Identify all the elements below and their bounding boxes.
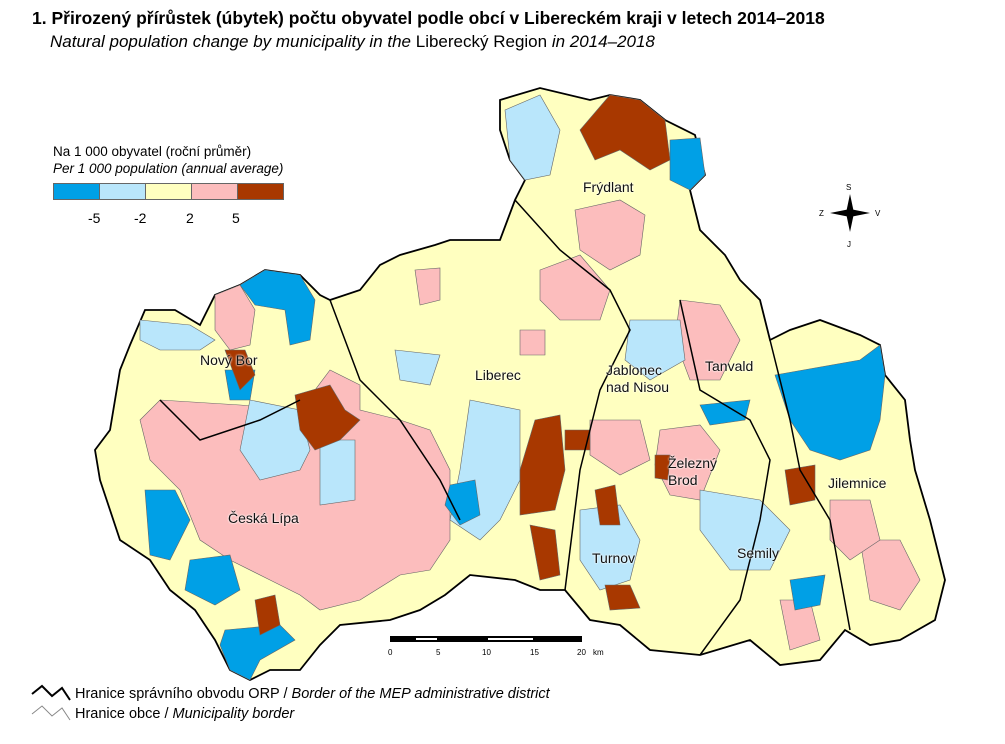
municipality-pink [519,329,546,356]
municipality-blue [219,624,296,681]
legend-municipality-border: Hranice obce / Municipality border [75,706,294,722]
municipality-pink [139,369,451,611]
scale-unit: km [593,648,604,657]
orp-borders [159,199,851,656]
legend-class-3 [146,184,192,199]
legend-class-5 [238,184,283,199]
compass-south: J [847,240,851,249]
town-label: Turnov [592,550,636,566]
compass-icon [830,194,870,232]
town-label: Frýdlant [583,179,634,195]
compass-west: Z [819,209,824,218]
municipality-pink [574,199,646,271]
municipality-lightblue [579,504,641,591]
town-label: Železný Brod [668,455,718,488]
town-label: Nový Bor [200,352,258,368]
legend-obec-en: Municipality border [172,706,295,722]
municipality-blue [184,554,241,606]
municipality-blue [444,479,481,526]
scale-tick: 0 [388,648,393,657]
scale-tick: 15 [530,648,539,657]
subtitle-region: Liberecký Region [415,32,548,51]
municipality-brown [519,414,566,516]
town-label: Jablonec nad Nisou [606,362,670,395]
municipality-blue [239,269,316,346]
town-label: Jilemnice [828,475,887,491]
municipality-brown [594,484,621,526]
legend-obec-cz: Hranice obce / [75,706,173,722]
legend-class-1 [54,184,100,199]
municipality-brown [784,464,816,506]
legend-break: 2 [186,210,194,226]
municipality-brown [564,429,591,451]
municipality-brown [604,584,641,611]
legend-orp-cz: Hranice správního obvodu ORP / [75,686,292,702]
map-subtitle: Natural population change by municipalit… [50,32,655,52]
legend-break: -2 [134,210,147,226]
legend-label-en: Per 1 000 population (annual average) [53,161,284,176]
municipality-lightblue [624,319,686,381]
legend-color-bar [53,183,284,200]
scale-tick: 20 [577,648,586,657]
municipality-brown [254,594,281,636]
scale-tick: 10 [482,648,491,657]
municipality-pink [414,267,441,306]
legend-break: 5 [232,210,240,226]
orp-border-symbol [31,684,71,701]
municipality-lightblue [699,489,791,571]
municipality-border-symbol [31,705,71,721]
legend-class-4 [192,184,238,199]
legend-break: -5 [88,210,101,226]
municipality-lightblue [504,94,561,181]
municipality-brown [294,384,361,451]
scale-tick: 5 [436,648,441,657]
municipality-blue [144,489,191,561]
compass-north: S [846,183,852,192]
municipality-brown [529,524,561,581]
subtitle-part: Natural population change by municipalit… [50,32,416,51]
municipality-brown [579,94,671,171]
town-label: Semily [737,545,780,561]
legend-label-cz: Na 1 000 obyvatel (roční průměr) [53,144,252,159]
municipality-pink [859,539,921,611]
municipality-blue [699,399,751,426]
municipality-lightblue [139,319,216,351]
municipality-blue [774,344,886,461]
subtitle-part: in 2014–2018 [547,32,655,51]
municipality-blue [789,574,826,611]
municipality-pink [829,499,881,561]
legend-class-2 [100,184,146,199]
municipality-lightblue [394,349,441,386]
town-label: Tanvald [705,358,754,374]
municipality-pink [539,254,611,321]
scale-bar [390,636,582,642]
town-label: Liberec [475,367,521,383]
legend-orp-en: Border of the MEP administrative distric… [291,686,550,702]
municipality-brown [224,349,256,391]
municipality-lightblue [319,439,356,506]
legend-orp-border: Hranice správního obvodu ORP / Border of… [75,686,550,702]
compass-east: V [875,209,881,218]
municipality-brown [654,454,671,481]
town-label: Česká Lípa [228,510,299,526]
municipality-blue [669,137,706,191]
map-title: 1. Přirozený přírůstek (úbytek) počtu ob… [32,8,825,28]
